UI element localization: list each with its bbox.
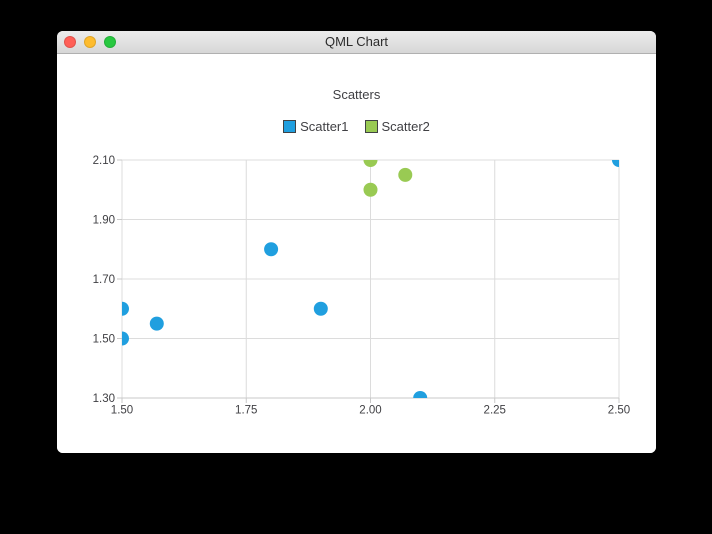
x-tick-label: 2.00 [359,405,381,417]
legend-label: Scatter2 [381,119,430,134]
close-button[interactable] [64,36,76,48]
scatter2-series-marker-icon [364,120,378,133]
y-tick-label: 1.70 [93,274,115,286]
legend-item-scatter2: Scatter2 [364,119,430,134]
legend-item-scatter1: Scatter1 [283,119,349,134]
axes [117,159,620,403]
scatter-point [149,316,164,331]
scatter-point [363,160,378,167]
x-tick-label: 2.25 [484,405,506,417]
x-tick-label: 1.75 [235,405,257,417]
series-scatter2 [363,160,413,197]
scatter1-series-marker-icon [283,120,297,133]
scatter-point [122,331,129,346]
scatter-point [612,160,619,167]
y-tick-label: 1.90 [93,215,115,227]
series-scatter1 [122,160,619,398]
scatter-point [413,391,428,398]
y-tick-label: 1.50 [93,334,115,346]
scatter-point [313,301,328,316]
chart-title: Scatters [332,87,381,102]
legend-label: Scatter1 [300,119,349,134]
chart-view: 1.50 1.75 2.00 2.25 2.50 1.30 1.50 1.70 1.90 2.10… [57,54,656,453]
zoom-button[interactable] [104,36,116,48]
scatter-point [398,167,413,182]
x-tick-label: 2.50 [608,405,630,417]
scatter-point [264,242,279,257]
scatter-point [122,301,129,316]
traffic-lights [64,36,116,48]
y-tick-label: 2.10 [93,155,115,167]
scatter-point [363,182,378,197]
minimize-button[interactable] [84,36,96,48]
y-tick-label: 1.30 [93,393,115,405]
window-titlebar[interactable]: QML Chart [57,31,656,54]
window-title: QML Chart [324,34,389,49]
qml-chart-window: QML Chart 1.50 1.75 2.00 2.25 2.50 1.30 1.50 1.… [57,31,656,453]
chart-legend: Scatter1 Scatter2 [57,119,656,134]
x-tick-label: 1.50 [111,405,133,417]
scatter-chart: 1.50 1.75 2.00 2.25 2.501.301.501.701.902.10 [93,155,631,417]
axis-tick-labels: 1.50 1.75 2.00 2.25 2.501.301.501.701.902.10 [93,155,631,417]
